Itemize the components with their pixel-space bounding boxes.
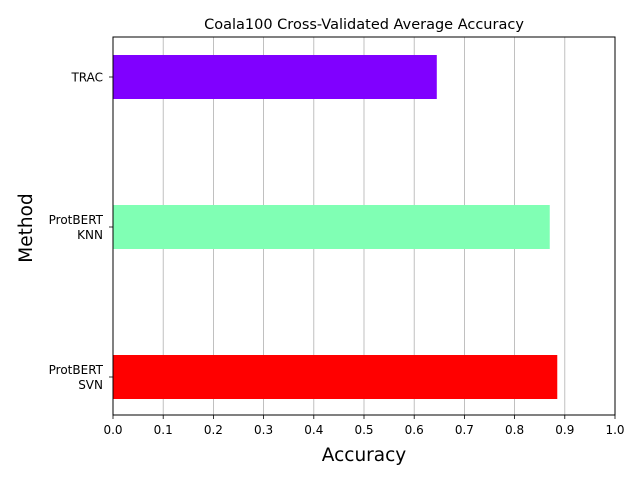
bar	[113, 55, 437, 99]
x-tick-label: 0.3	[254, 423, 273, 437]
x-tick-label: 0.5	[354, 423, 373, 437]
y-tick-label: KNN	[77, 228, 103, 242]
x-tick-label: 0.2	[204, 423, 223, 437]
x-tick-label: 0.7	[455, 423, 474, 437]
x-tick-label: 0.0	[103, 423, 122, 437]
x-tick-label: 0.6	[405, 423, 424, 437]
chart-title: Coala100 Cross-Validated Average Accurac…	[204, 17, 524, 33]
y-axis-label: Method	[16, 193, 37, 262]
x-tick-label: 0.8	[505, 423, 524, 437]
bar	[113, 205, 550, 249]
x-tick-label: 1.0	[605, 423, 624, 437]
y-tick-label: TRAC	[70, 71, 103, 85]
bar	[113, 355, 558, 399]
x-axis-label: Accuracy	[322, 445, 407, 466]
x-axis-ticks: 0.0 0.1 0.2 0.3 0.4 0.5 0.6 0.7 0.8 0.9 1.0	[103, 415, 625, 437]
y-tick-label: SVN	[78, 378, 103, 392]
x-tick-label: 0.9	[555, 423, 574, 437]
x-tick-label: 0.1	[154, 423, 173, 437]
bars	[113, 55, 558, 399]
y-tick-label: ProtBERT	[49, 213, 104, 227]
x-tick-label: 0.4	[304, 423, 323, 437]
y-tick-label: ProtBERT	[49, 363, 104, 377]
